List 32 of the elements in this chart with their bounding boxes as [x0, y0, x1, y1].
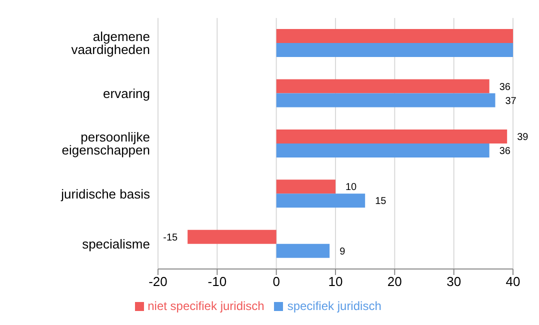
y-tick-label: juridische basis	[60, 186, 150, 202]
data-label: 10	[346, 182, 358, 194]
data-label: 37	[505, 96, 517, 107]
bar	[276, 180, 336, 194]
x-tick-label: 20	[387, 274, 402, 290]
bar	[276, 194, 366, 208]
bar	[188, 230, 276, 244]
bar	[276, 79, 490, 94]
x-tick-label: 0	[272, 274, 280, 290]
bar	[276, 29, 513, 44]
bar	[276, 143, 490, 158]
data-label: -15	[163, 232, 178, 244]
x-tick-label: -10	[208, 274, 227, 290]
bar	[276, 93, 496, 108]
legend-label: niet specifiek juridisch	[148, 299, 264, 313]
x-tick-label: 40	[506, 274, 520, 290]
y-tick-label: ervaring	[103, 86, 150, 101]
bar	[276, 43, 513, 58]
data-label: 15	[375, 196, 387, 208]
x-tick-label: 30	[446, 274, 462, 290]
bar	[276, 129, 508, 144]
legend-label: specifiek juridisch	[287, 299, 382, 313]
data-label: 36	[499, 82, 511, 93]
x-tick-label: 10	[328, 274, 343, 290]
data-label: 36	[499, 146, 511, 157]
y-tick-label: algemene vaardigheden	[71, 29, 150, 58]
data-label: 9	[340, 246, 346, 258]
data-label: 39	[517, 132, 529, 143]
y-tick-label: persoonlijke eigenschappen	[62, 130, 150, 158]
x-tick-label: -20	[148, 274, 168, 290]
y-tick-label: specialisme	[82, 236, 150, 252]
bar	[276, 244, 330, 258]
